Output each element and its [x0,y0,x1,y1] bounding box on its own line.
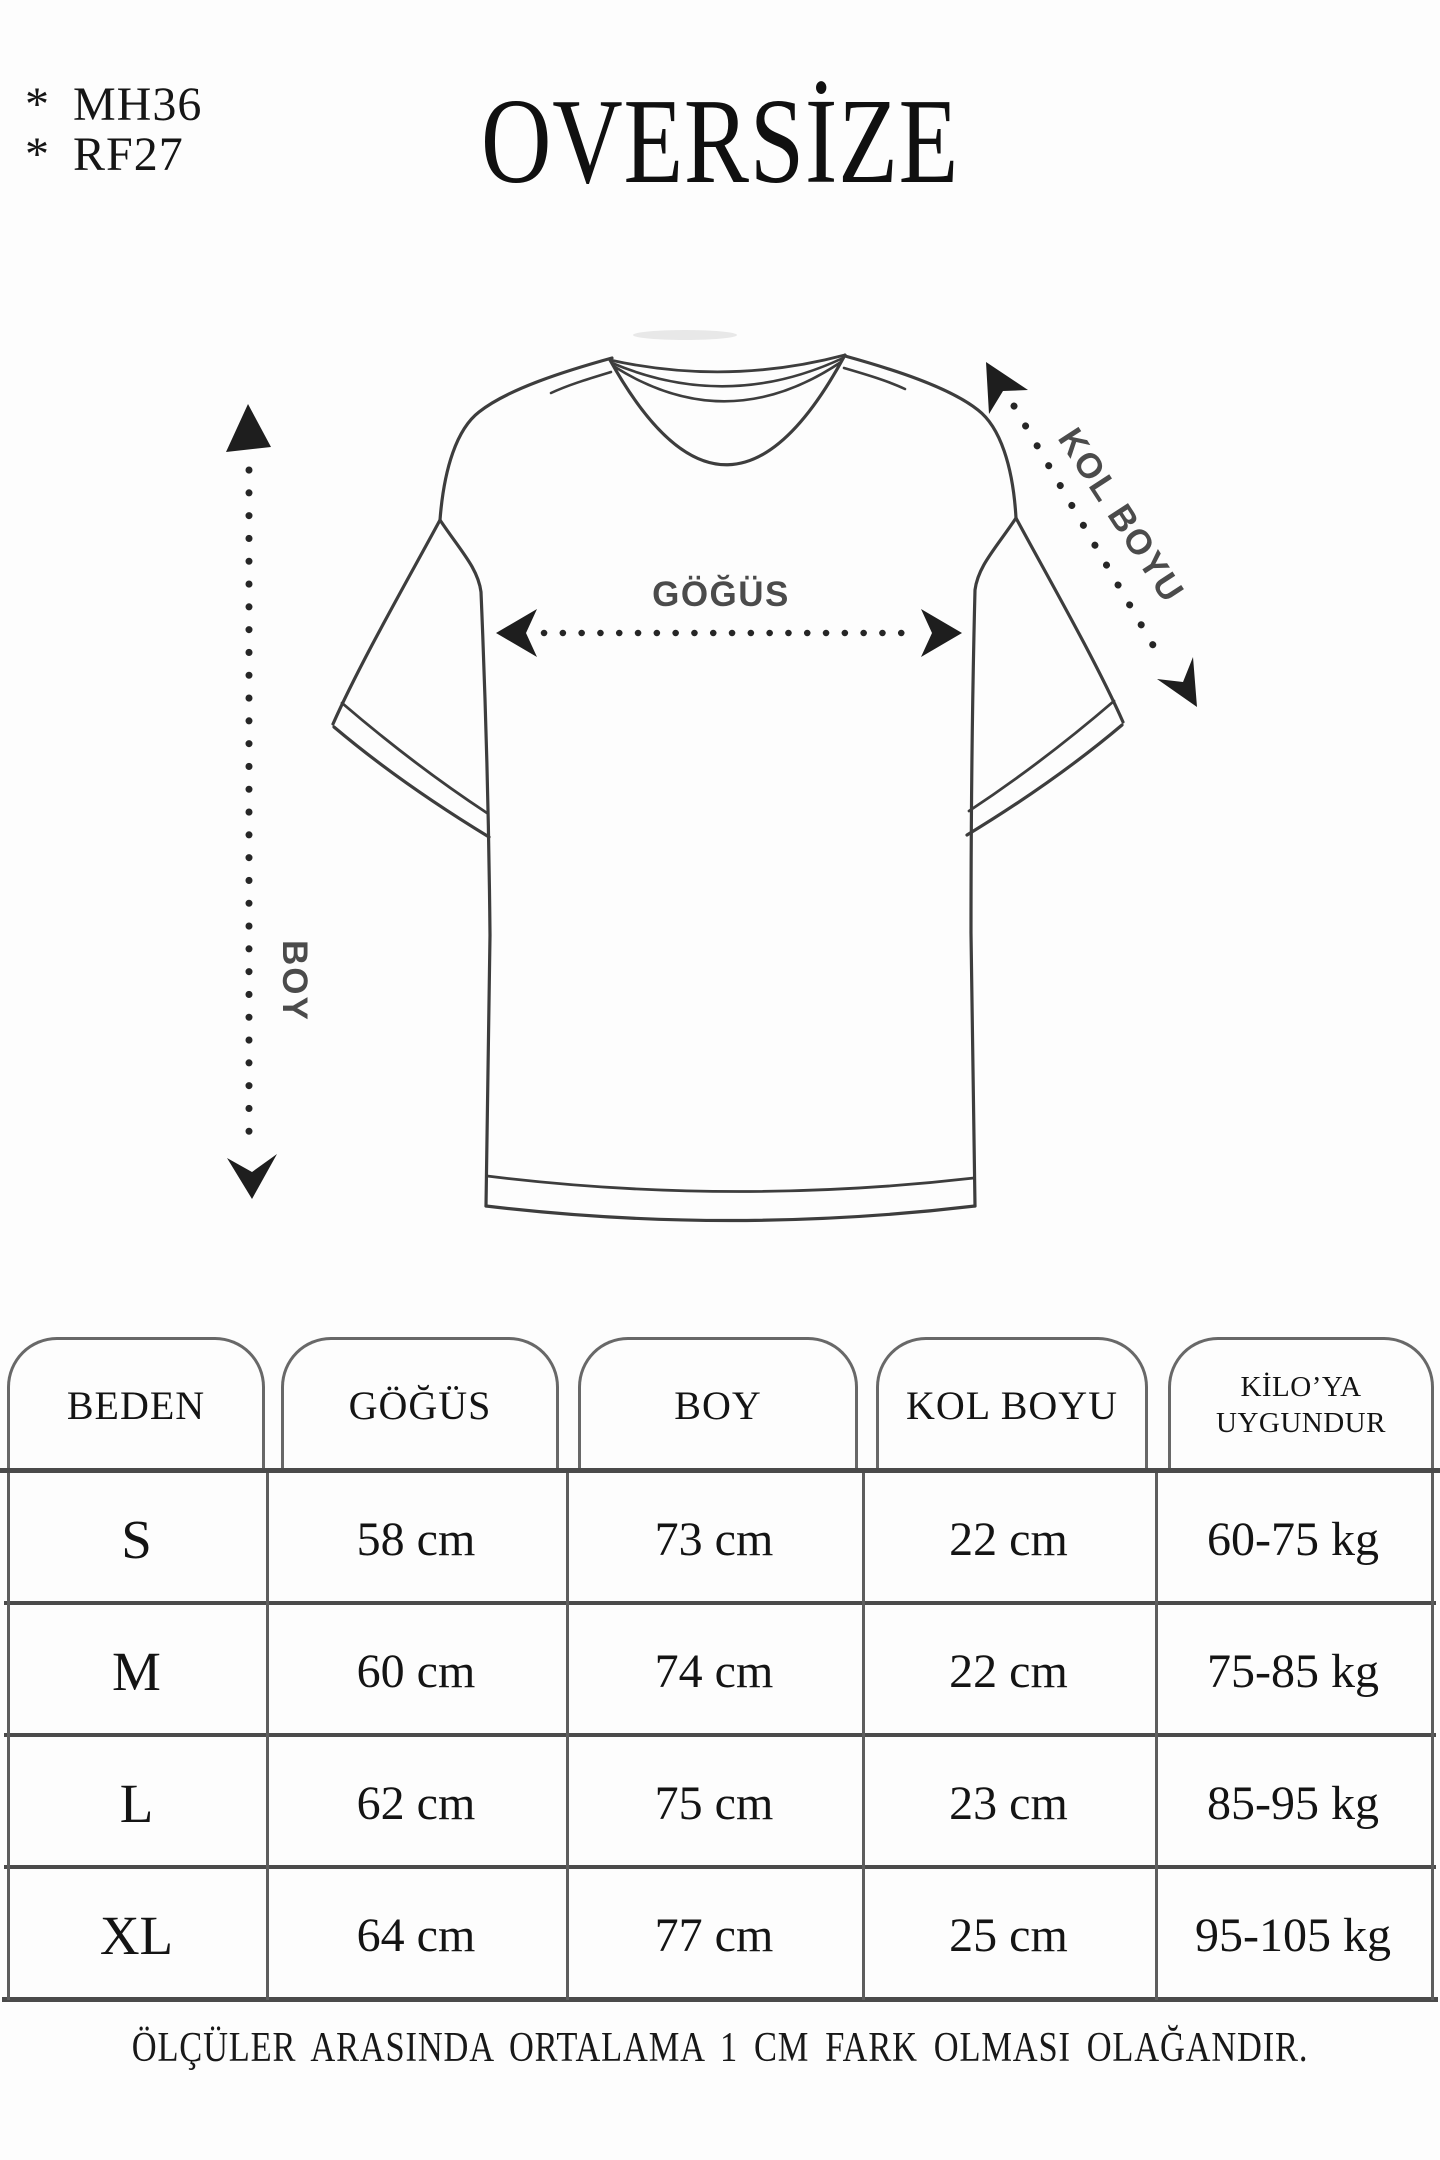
table-gridline [2,1997,1438,2002]
tshirt-outline [331,353,1125,1223]
column-header-boy: BOY [578,1337,858,1470]
column-header-label: GÖĞÜS [348,1382,492,1428]
chest-label: GÖĞÜS [652,574,790,614]
table-gridline [1155,1473,1158,2000]
weight-cell: 95-105 kg [1195,1908,1391,1962]
right-cuff-seam [967,699,1116,813]
collar-band-left [549,370,613,395]
chest-cell: 64 cm [356,1908,476,1962]
length-cell: 73 cm [654,1512,774,1566]
sleeve-label: KOL BOYU [1050,421,1192,610]
table-gridline [0,1468,1440,1473]
product-code-line: * RF27 [25,128,184,181]
size-cell: M [112,1640,161,1702]
sleeve-cell: 22 cm [949,1644,1068,1698]
table-row-xl: XL 64 cm 77 cm 25 cm 95-105 kg [0,1869,1440,2001]
size-cell: S [121,1508,152,1570]
left-cuff-edge [332,725,491,839]
table-gridline [7,1473,10,2000]
column-header-kiloya-uygundur: KİLO’YA UYGUNDUR [1168,1337,1434,1470]
sleeve-cell: 25 cm [949,1908,1068,1962]
table-gridline [862,1473,865,2000]
chest-arrow: GÖĞÜS [496,574,962,657]
column-header-kol-boyu: KOL BOYU [876,1337,1148,1470]
size-cell: L [119,1772,154,1834]
collar-band-right [842,366,907,391]
table-gridline [1431,1473,1434,2000]
weight-cell: 75-85 kg [1207,1644,1379,1698]
sleeve-arrowhead-down [1157,657,1197,707]
table-gridline [4,1865,1436,1869]
length-arrow: BOY [226,404,314,1199]
column-header-label: KİLO’YA UYGUNDUR [1216,1371,1386,1439]
hem-seam [485,1174,976,1193]
length-cell: 77 cm [654,1908,774,1962]
length-cell: 75 cm [654,1776,774,1830]
sleeve-cell: 22 cm [949,1512,1068,1566]
scan-smudge [633,330,737,340]
length-arrowhead-up [226,404,271,452]
table-row-l: L 62 cm 75 cm 23 cm 85-95 kg [0,1737,1440,1869]
weight-cell: 85-95 kg [1207,1776,1379,1830]
chest-cell: 58 cm [356,1512,476,1566]
column-header-label: BOY [674,1382,762,1428]
shirt-right-silhouette [843,354,1125,724]
length-label: BOY [275,940,314,1022]
page-title: OVERSİZE [480,74,960,209]
length-arrowhead-down [227,1154,277,1199]
column-header-label: KOL BOYU [905,1382,1119,1428]
sleeve-cell: 23 cm [949,1776,1068,1830]
right-cuff-edge [965,723,1124,837]
tshirt-measurement-diagram: BOY GÖĞÜS KOL BOYU [226,330,1197,1223]
size-cell: XL [99,1904,174,1966]
left-cuff-seam [340,701,489,815]
column-header-label: BEDEN [66,1382,206,1428]
length-cell: 74 cm [654,1644,774,1698]
shirt-right-body-edge [969,516,1018,1208]
chest-cell: 62 cm [356,1776,476,1830]
sleeve-arrowhead-up [986,362,1028,414]
column-header-gogus: GÖĞÜS [281,1337,559,1470]
column-header-beden: BEDEN [7,1337,265,1470]
collar-back-neck [608,353,847,374]
chest-cell: 60 cm [356,1644,476,1698]
collar-rib-line [610,356,845,388]
collar-rib-line [613,360,843,403]
chest-arrowhead-left [496,609,537,657]
chest-arrowhead-right [921,609,962,657]
collar-front-edge [608,353,847,467]
shirt-left-body-edge [438,518,492,1208]
table-gridline [4,1733,1436,1737]
product-codes: * MH36 * RF27 [25,80,202,180]
table-row-m: M 60 cm 74 cm 22 cm 75-85 kg [0,1605,1440,1737]
table-gridline [566,1473,569,2000]
product-code-line: * MH36 [25,78,203,131]
table-gridline [266,1473,269,2000]
hem-bottom-edge [484,1204,977,1223]
table-gridline [4,1601,1436,1605]
weight-cell: 60-75 kg [1207,1512,1379,1566]
shirt-left-silhouette [331,356,614,726]
table-row-s: S 58 cm 73 cm 22 cm 60-75 kg [0,1473,1440,1605]
measurement-disclaimer: ÖLÇÜLER ARASINDA ORTALAMA 1 CM FARK OLMA… [131,2025,1309,2071]
